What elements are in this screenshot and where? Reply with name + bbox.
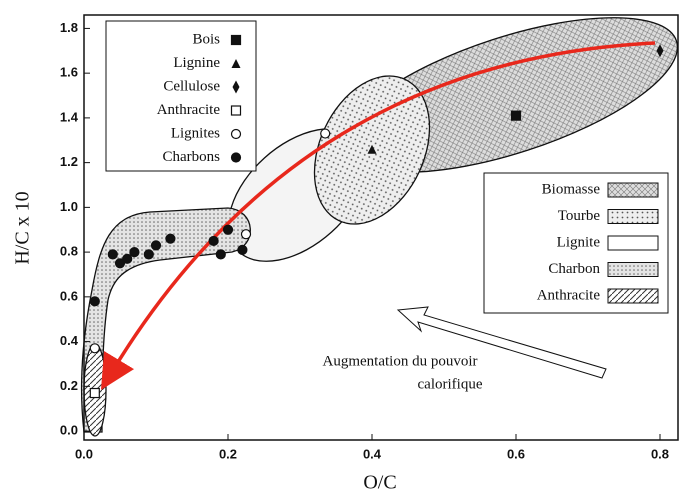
y-tick-label: 0.4 (60, 333, 79, 348)
marker (107, 249, 118, 260)
hollow-arrow (396, 306, 607, 379)
marker (165, 233, 176, 244)
marker (510, 110, 522, 121)
y-axis-label: H/C x 10 (12, 191, 34, 264)
marker (240, 229, 252, 240)
region-charbon (80, 207, 251, 433)
y-tick-label: 1.4 (60, 109, 79, 124)
region-swatch (607, 262, 659, 277)
x-tick-label: 0.0 (75, 446, 93, 461)
marker (367, 144, 377, 154)
y-tick-label: 0.2 (60, 378, 78, 393)
region-legend-label: Charbon (548, 261, 600, 277)
x-tick-label: 0.8 (651, 446, 669, 461)
legend-label: Lignites (171, 125, 220, 141)
legend-marker (230, 34, 242, 46)
marker (320, 128, 331, 139)
region-swatch (607, 288, 659, 304)
legend-label: Lignine (173, 55, 220, 71)
y-tick-label: 0.8 (60, 244, 78, 259)
legend-marker (232, 80, 240, 94)
marker (89, 296, 100, 307)
region-swatch (607, 235, 659, 251)
y-tick-label: 1.6 (60, 65, 78, 80)
legend-label: Cellulose (163, 78, 220, 94)
marker (208, 235, 219, 247)
y-tick-label: 0.0 (60, 422, 78, 437)
marker (89, 343, 100, 354)
x-tick-label: 0.4 (363, 446, 382, 461)
region-legend-label: Biomasse (542, 181, 601, 197)
region-legend-label: Lignite (557, 234, 601, 250)
x-axis-label: O/C (363, 472, 396, 494)
y-tick-label: 1.2 (60, 154, 78, 169)
marker (150, 240, 162, 251)
annotation: calorifique (418, 376, 483, 392)
marker (89, 387, 100, 399)
annotation: Augmentation du pouvoir (323, 353, 478, 369)
marker (237, 244, 248, 255)
legend-marker (231, 59, 241, 68)
marker (129, 247, 140, 258)
marker (143, 249, 154, 260)
legend-label: Charbons (163, 149, 221, 165)
marker-legend (105, 20, 257, 172)
y-tick-label: 0.6 (60, 288, 78, 303)
marker (656, 44, 664, 58)
trend-arrow (100, 41, 656, 390)
region-legend-label: Tourbe (558, 208, 601, 224)
x-tick-label: 0.2 (219, 446, 237, 461)
y-tick-label: 1.8 (60, 20, 78, 35)
legend-label: Bois (192, 31, 220, 47)
marker (114, 258, 126, 269)
legend-marker (230, 128, 242, 140)
plot-frame (83, 14, 679, 441)
region-swatch (607, 182, 659, 198)
y-tick-label: 1.0 (60, 199, 78, 214)
marker (222, 224, 234, 235)
x-tick-label: 0.6 (507, 446, 525, 461)
legend-marker (230, 152, 242, 163)
marker (215, 249, 226, 260)
region-legend-label: Anthracite (537, 287, 601, 303)
region-swatch (607, 209, 659, 224)
marker (122, 253, 133, 264)
legend-label: Anthracite (157, 102, 221, 118)
legend-marker (230, 105, 242, 116)
